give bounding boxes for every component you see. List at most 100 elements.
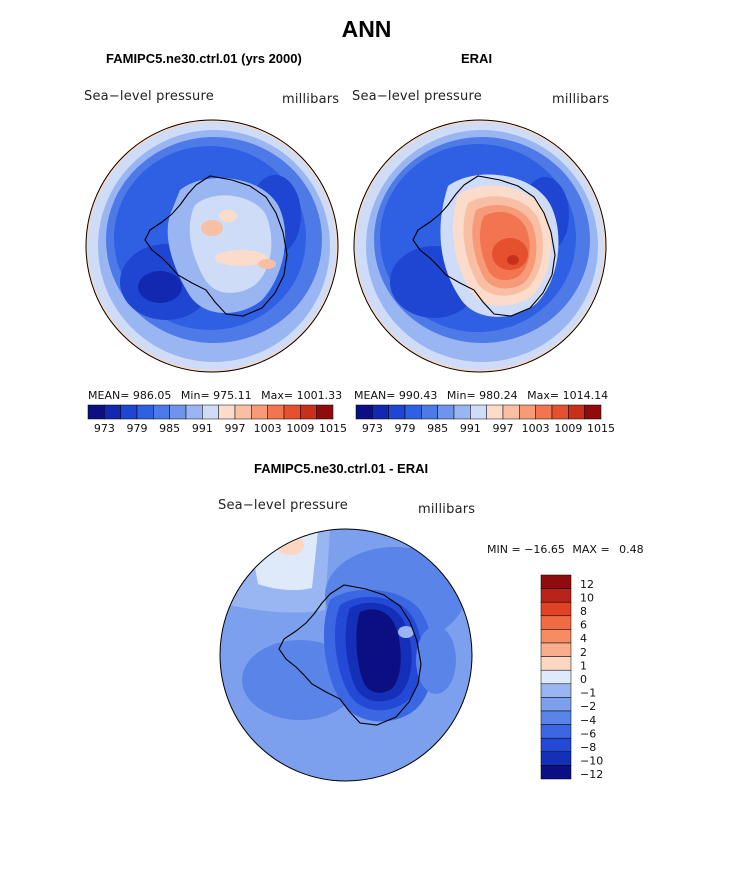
colorbar-erai-swatch <box>372 404 389 420</box>
colorbar-erai-swatch <box>470 404 487 420</box>
colorbar-model-tick-label: 1009 <box>286 422 314 435</box>
panel1-mean-value: 986.05 <box>132 389 172 402</box>
panel1-title: FAMIPC5.ne30.ctrl.01 (yrs 2000) <box>106 51 302 66</box>
colorbar-model-swatch <box>202 404 219 420</box>
panel3-min-label: MIN = <box>487 543 521 556</box>
colorbar-model-swatch <box>169 404 187 420</box>
colorbar-difference-tick-label: −6 <box>580 727 596 740</box>
colorbar-model-swatch <box>316 404 334 420</box>
map1-model-slp <box>85 119 339 373</box>
colorbar-model-swatch <box>136 404 154 420</box>
colorbar-difference-tick-label: 10 <box>580 591 594 604</box>
colorbar-difference-tick-label: −8 <box>580 741 596 754</box>
panel3-min-value: −16.65 <box>524 543 565 556</box>
panel1-min-value: 975.11 <box>213 389 252 402</box>
colorbar-difference-swatch <box>540 683 572 698</box>
colorbar-model-tick-label: 973 <box>94 422 115 435</box>
colorbar-model-swatch <box>185 404 203 420</box>
colorbar-model-tick-label: 997 <box>225 422 246 435</box>
colorbar-erai-swatch <box>404 404 422 420</box>
colorbar-difference-swatch <box>540 601 572 617</box>
panel3-title: FAMIPC5.ne30.ctrl.01 - ERAI <box>254 461 429 476</box>
colorbar-model-swatch <box>104 404 121 420</box>
colorbar-difference-swatch <box>540 615 572 630</box>
colorbar-difference-swatch <box>540 574 572 589</box>
colorbar-model-swatch <box>87 404 105 420</box>
panel3-stats: MIN = −16.65 MAX = 0.48 <box>487 543 644 556</box>
colorbar-erai-tick-label: 985 <box>427 422 448 435</box>
colorbar-difference-swatch <box>540 724 572 739</box>
colorbar-model-swatch <box>218 404 236 420</box>
panel2-min-value: 980.24 <box>479 389 518 402</box>
colorbar-difference-swatch <box>540 629 572 644</box>
colorbar-model-swatch <box>251 404 268 420</box>
colorbar-erai-swatch <box>388 404 406 420</box>
colorbar-difference-swatch <box>540 642 572 657</box>
colorbar-model-swatch <box>300 404 317 420</box>
colorbar-difference-tick-label: 8 <box>580 605 587 618</box>
colorbar-erai-swatch <box>355 404 373 420</box>
colorbar-difference-swatch <box>540 737 572 753</box>
colorbar-difference-swatch <box>540 669 572 685</box>
colorbar-difference-tick-label: −10 <box>580 755 603 768</box>
panel2-max-value: 1014.14 <box>562 389 609 402</box>
colorbar-difference-swatch <box>540 697 572 712</box>
colorbar-erai-tick-label: 973 <box>362 422 383 435</box>
colorbar-erai-tick-label: 1009 <box>554 422 582 435</box>
colorbar-erai-swatch <box>453 404 471 420</box>
colorbar-erai-tick-label: 1015 <box>587 422 615 435</box>
panel1-max-value: 1001.33 <box>296 389 343 402</box>
colorbar-erai-tick-label: 979 <box>395 422 416 435</box>
colorbar-erai-swatch <box>551 404 569 420</box>
panel1-units-label: millibars <box>282 92 340 107</box>
panel1-variable-label: Sea−level pressure <box>84 89 214 104</box>
colorbar-difference-tick-label: 12 <box>580 578 594 591</box>
panel2-max-label: Max= <box>527 389 560 402</box>
colorbar-erai-tick-label: 991 <box>460 422 481 435</box>
panel2-min-label: Min= <box>446 389 476 402</box>
colorbar-model-tick-label: 1015 <box>319 422 347 435</box>
colorbar-difference-tick-label: −12 <box>580 768 603 781</box>
colorbar-model-tick-label: 985 <box>159 422 180 435</box>
colorbar-difference-tick-label: 2 <box>580 646 587 659</box>
colorbar-erai: 973 979 985 991 997 1003 1009 1015 <box>355 404 615 435</box>
colorbar-model-tick-label: 979 <box>127 422 148 435</box>
colorbar-difference-tick-label: −4 <box>580 714 596 727</box>
panel2-stats: MEAN= 990.43 Min= 980.24 Max= 1014.14 <box>354 389 608 402</box>
panel2-mean-label: MEAN= <box>354 389 396 402</box>
panel2-variable-label: Sea−level pressure <box>352 89 482 104</box>
colorbar-difference-tick-label: 1 <box>580 659 587 672</box>
colorbar-difference-tick-label: 0 <box>580 673 587 686</box>
colorbar-difference-swatch <box>540 588 572 603</box>
panel1-mean-label: MEAN= <box>88 389 130 402</box>
panel1-stats: MEAN= 986.05 Min= 975.11 Max= 1001.33 <box>88 389 342 402</box>
panel3-max-label: MAX = <box>572 543 610 556</box>
main-title: ANN <box>341 16 392 42</box>
colorbar-erai-swatch <box>584 404 602 420</box>
panel3-max-value: 0.48 <box>619 543 644 556</box>
colorbar-erai-swatch <box>519 404 536 420</box>
colorbar-model: 973 979 985 991 997 1003 1009 1015 <box>87 404 347 435</box>
panel1-max-label: Max= <box>261 389 294 402</box>
colorbar-erai-swatch <box>502 404 520 420</box>
colorbar-model-swatch <box>283 404 301 420</box>
colorbar-erai-swatch <box>535 404 553 420</box>
map2-erai-slp <box>353 119 607 373</box>
colorbar-model-tick-label: 1003 <box>254 422 282 435</box>
panel3-variable-label: Sea−level pressure <box>218 498 348 513</box>
colorbar-difference-swatch <box>540 751 572 766</box>
colorbar-difference-tick-label: 4 <box>580 632 587 645</box>
colorbar-erai-swatch <box>421 404 438 420</box>
colorbar-erai-tick-label: 997 <box>493 422 514 435</box>
panel2-units-label: millibars <box>552 92 610 107</box>
panel2-mean-value: 990.43 <box>398 389 438 402</box>
map3-difference-slp <box>219 528 473 782</box>
colorbar-difference-swatch <box>540 656 572 671</box>
panel3-units-label: millibars <box>418 502 476 517</box>
colorbar-difference-tick-label: −2 <box>580 700 596 713</box>
colorbar-difference-tick-label: −1 <box>580 687 596 700</box>
colorbar-difference-tick-label: 6 <box>580 619 587 632</box>
colorbar-model-swatch <box>234 404 252 420</box>
